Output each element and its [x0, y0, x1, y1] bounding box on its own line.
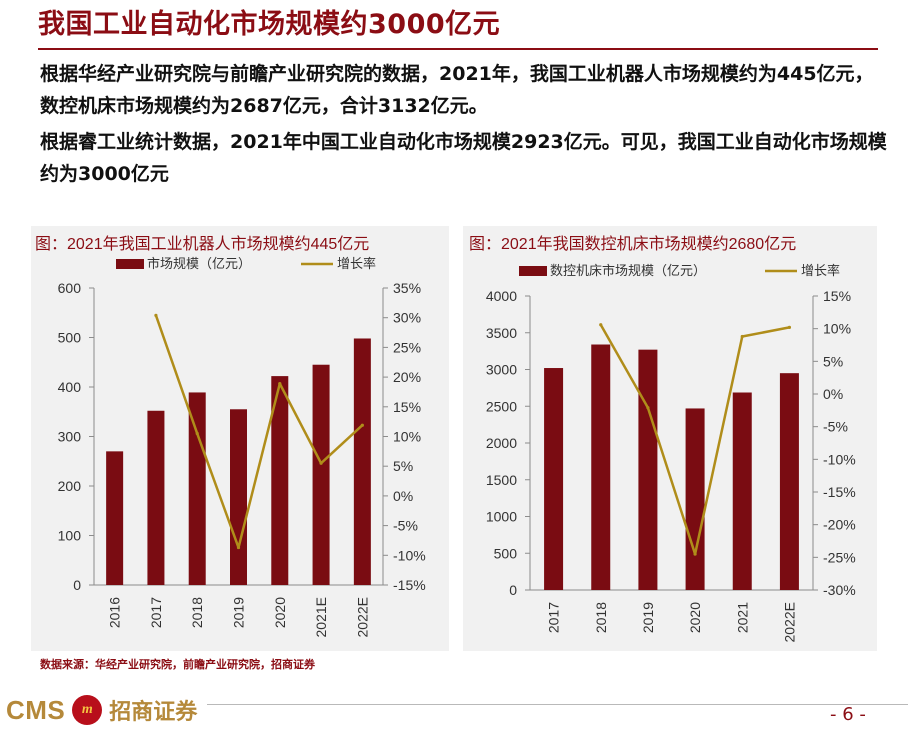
- cms-logo: CMS m 招商证券: [6, 694, 208, 726]
- y-left-tick-label: 400: [58, 379, 82, 395]
- y-right-tick-label: 5%: [823, 353, 843, 369]
- bar-2016: [106, 451, 124, 585]
- data-source-note: 数据来源：华经产业研究院，前瞻产业研究院，招商证券: [40, 658, 315, 671]
- y-right-tick-label: 5%: [393, 458, 413, 474]
- y-left-tick-label: 2000: [486, 435, 517, 451]
- growth-point-2021E: [319, 461, 323, 465]
- y-left-tick-label: 4000: [486, 288, 517, 304]
- growth-point-2019: [236, 545, 241, 550]
- body-paragraph-2: 根据睿工业统计数据，2021年中国工业自动化市场规模2923亿元。可见，我国工业…: [40, 131, 887, 185]
- x-tick-label: 2019: [640, 602, 656, 633]
- y-right-tick-label: 10%: [393, 429, 421, 445]
- y-left-tick-label: 300: [58, 429, 82, 445]
- y-left-tick-label: 3500: [486, 325, 517, 341]
- x-tick-label: 2022E: [781, 602, 797, 642]
- legend-bar-label: 市场规模（亿元）: [147, 256, 251, 271]
- bar-2021E: [312, 364, 330, 585]
- y-right-tick-label: -10%: [823, 451, 856, 467]
- growth-point-2019: [646, 406, 650, 410]
- y-right-tick-label: 35%: [393, 280, 421, 296]
- growth-rate-line: [154, 314, 364, 549]
- logo-cn-text: 招商证券: [109, 699, 198, 725]
- y-right-tick-label: -25%: [823, 549, 856, 565]
- y-right-tick-label: -20%: [823, 517, 856, 533]
- body-paragraph-1: 根据华经产业研究院与前瞻产业研究院的数据，2021年，我国工业机器人市场规模约为…: [40, 63, 874, 117]
- y-left-tick-label: 0: [73, 577, 81, 593]
- growth-point-2022E: [787, 325, 792, 329]
- y-right-tick-label: 15%: [393, 399, 421, 415]
- footer-divider: [8, 704, 908, 705]
- y-right-tick-label: 10%: [823, 321, 851, 337]
- growth-point-2018: [195, 431, 199, 436]
- growth-point-2017: [154, 313, 158, 317]
- y-right-tick-label: 20%: [393, 369, 421, 385]
- growth-point-2020: [693, 552, 697, 556]
- bar-2018: [188, 392, 206, 585]
- y-left-tick-label: 500: [58, 330, 82, 346]
- chart-title: 图：2021年我国工业机器人市场规模约445亿元: [35, 235, 369, 253]
- legend-line-label: 增长率: [801, 263, 840, 278]
- x-tick-label: 2018: [189, 597, 205, 628]
- bar-2022E: [353, 338, 371, 585]
- bar-2017: [544, 368, 564, 590]
- legend-bar-swatch: [519, 266, 547, 276]
- bar-2018: [591, 344, 611, 590]
- page-title: 我国工业自动化市场规模约3000亿元: [38, 9, 501, 40]
- robot-market-chart-panel: 图：2021年我国工业机器人市场规模约445亿元 市场规模（亿元） 增长率 0 100 2…: [31, 226, 449, 651]
- y-right-tick-label: -5%: [823, 419, 848, 435]
- legend-line-label: 增长率: [337, 256, 376, 271]
- x-tick-label: 2019: [231, 597, 247, 628]
- cnc-market-chart-panel: 图：2021年我国数控机床市场规模约2680亿元数控机床市场规模（亿元） 增长率 0…: [463, 226, 877, 651]
- y-right-tick-label: 30%: [393, 310, 421, 326]
- y-right-tick-label: -15%: [823, 484, 856, 500]
- x-tick-label: 2021E: [313, 597, 329, 637]
- bar-2021: [732, 392, 752, 590]
- growth-point-2018: [599, 323, 603, 327]
- y-right-tick-label: 0%: [823, 386, 843, 402]
- y-left-tick-label: 500: [494, 545, 518, 561]
- y-left-tick-label: 600: [58, 280, 82, 296]
- y-left-tick-label: 100: [58, 528, 82, 544]
- y-right-tick-label: -10%: [393, 547, 426, 563]
- y-right-tick-label: -5%: [393, 518, 418, 534]
- title-divider: [38, 48, 878, 50]
- logo-cms-text: CMS: [6, 694, 66, 725]
- y-left-tick-label: 3000: [486, 362, 517, 378]
- page-number: - 6 -: [830, 704, 866, 725]
- legend-bar-swatch: [116, 259, 144, 269]
- growth-point-2020: [278, 382, 282, 386]
- y-left-tick-label: 200: [58, 478, 82, 494]
- chart-title: 图：2021年我国数控机床市场规模约2680亿元: [469, 235, 796, 253]
- y-right-tick-label: 0%: [393, 488, 413, 504]
- x-tick-label: 2017: [546, 602, 562, 633]
- x-tick-label: 2021: [734, 602, 750, 633]
- bar-2022E: [779, 373, 799, 590]
- x-tick-label: 2018: [593, 602, 609, 633]
- bar-2019: [638, 349, 658, 590]
- y-right-tick-label: -30%: [823, 582, 856, 598]
- x-tick-label: 2020: [687, 602, 703, 633]
- x-tick-label: 2020: [272, 597, 288, 628]
- bar-2019: [230, 409, 247, 585]
- x-tick-label: 2022E: [354, 597, 370, 637]
- x-tick-label: 2017: [148, 597, 164, 628]
- y-left-tick-label: 0: [509, 582, 517, 598]
- bar-2017: [147, 410, 165, 585]
- bar-2020: [685, 408, 705, 590]
- y-left-tick-label: 1500: [486, 472, 517, 488]
- bar-2020: [271, 376, 289, 585]
- growth-point-2021: [740, 334, 744, 339]
- y-right-tick-label: 25%: [393, 339, 421, 355]
- y-right-tick-label: -15%: [393, 577, 426, 593]
- y-right-tick-label: 15%: [823, 288, 851, 304]
- y-left-tick-label: 1000: [486, 509, 517, 525]
- x-tick-label: 2016: [107, 597, 123, 628]
- y-left-tick-label: 2500: [486, 398, 517, 414]
- legend-bar-label: 数控机床市场规模（亿元）: [550, 263, 706, 278]
- logo-mark-icon: m: [72, 695, 103, 725]
- growth-point-2022E: [360, 423, 364, 427]
